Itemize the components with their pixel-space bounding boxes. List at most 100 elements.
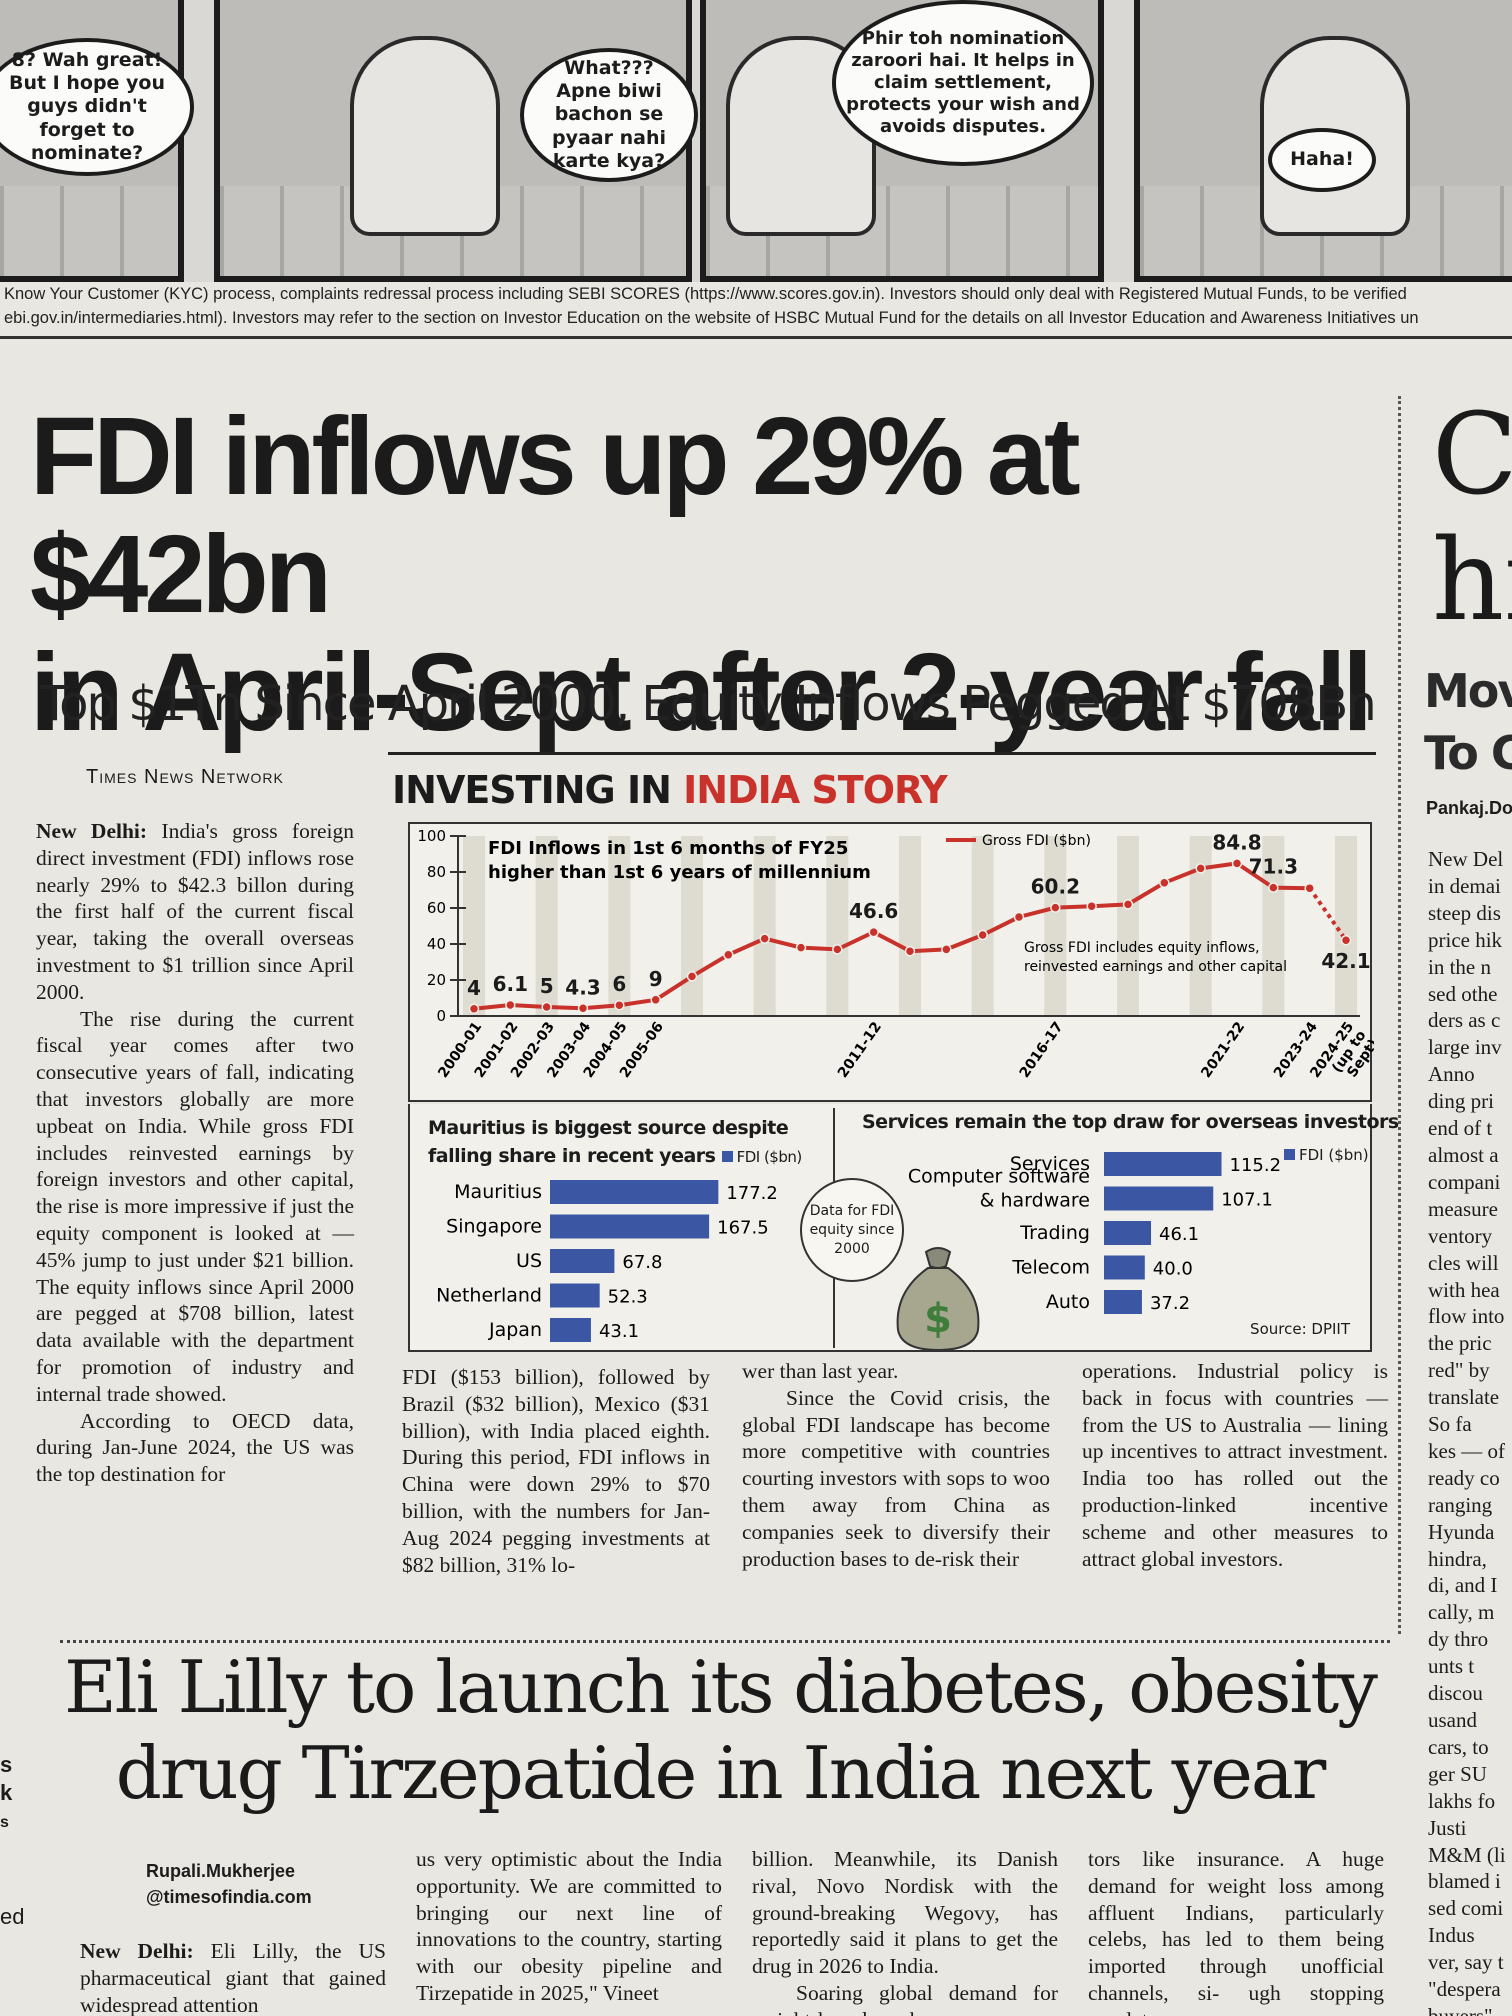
bar-value-label: 40.0 [1153, 1259, 1193, 1280]
paragraph: billion. Meanwhile, its Danish rival, No… [752, 1847, 1058, 1979]
data-point [1195, 863, 1206, 874]
speech-bubble: What??? Apne biwi bachon se pyaar nahi k… [520, 48, 698, 182]
chart-band [971, 836, 994, 1016]
text-line: ders as c [1428, 1008, 1501, 1033]
data-label: 6.1 [493, 972, 528, 996]
text-line: cles will [1428, 1250, 1499, 1275]
speech-bubble: 8? Wah great! But I hope you guys didn't… [0, 38, 194, 176]
chart-note: Gross FDI includes equity inflows, [1024, 940, 1260, 956]
source-credit: Source: DPIIT [1250, 1320, 1350, 1338]
article2-headline: Eli Lilly to launch its diabetes, obesit… [64, 1645, 1378, 1815]
bar [550, 1214, 710, 1239]
data-label: 60.2 [1031, 875, 1080, 899]
line-chart-title: FDI Inflows in 1st 6 months of FY25 [488, 838, 848, 859]
data-point [1050, 902, 1061, 913]
chart-band [463, 836, 485, 1016]
byline-email: @timesofindia.com [146, 1887, 312, 1907]
adjacent-article-text: New Del in demai steep dis price hik in the … [1428, 846, 1512, 2016]
text-line: hindra, [1428, 1546, 1487, 1571]
bar-value-label: 43.1 [599, 1321, 639, 1342]
bar-category-label: Auto [1046, 1291, 1090, 1313]
paragraph: India's gross foreign direct investment … [36, 819, 354, 1004]
text-line: ranging [1428, 1492, 1493, 1517]
chart-band [535, 836, 558, 1016]
text-line: in the n [1428, 954, 1491, 979]
text-line: cally, m [1428, 1600, 1495, 1625]
bar [550, 1249, 615, 1273]
bar [1104, 1290, 1142, 1314]
text-line: So fa [1428, 1412, 1472, 1437]
paragraph: Soaring global demand for weight-loss dr… [752, 1980, 1058, 2016]
data-label: 6 [612, 972, 626, 996]
data-point [1340, 934, 1352, 946]
bar-category-label: Services [1010, 1153, 1090, 1175]
cut-text: s [0, 1814, 9, 1831]
bar-value-label: 115.2 [1230, 1155, 1282, 1176]
y-tick-label: 40 [427, 935, 446, 953]
article2-column-2: us very optimistic about the India oppor… [416, 1846, 722, 2007]
text-line: "despera [1428, 1977, 1501, 2002]
chart-band [1335, 836, 1357, 1016]
text-line: with hea [1428, 1277, 1500, 1302]
text-line: sed comi [1428, 1896, 1504, 1921]
chart-band [1262, 836, 1285, 1016]
x-tick-label: 2016-17 [1017, 1019, 1067, 1081]
data-label: 9 [649, 967, 663, 991]
text-line: compani [1428, 1169, 1501, 1194]
data-point [1304, 882, 1315, 894]
paragraph: us very optimistic about the India oppor… [416, 1847, 722, 2005]
article-column-2: FDI ($153 billion), followed by Brazil (… [402, 1364, 710, 1578]
data-point [468, 1003, 480, 1015]
data-point [1122, 899, 1134, 910]
data-point [541, 1001, 552, 1013]
disclaimer-line: ebi.gov.in/intermediaries.html). Investo… [4, 309, 1419, 327]
text-line: dy thro [1428, 1627, 1489, 1652]
data-point [686, 971, 698, 982]
text-line: M&M (li [1428, 1842, 1506, 1867]
data-point [650, 994, 661, 1006]
text-line: ding pri [1428, 1089, 1494, 1114]
series-line [473, 861, 1310, 1011]
text-line: Indus [1428, 1923, 1475, 1948]
data-point [723, 949, 734, 961]
text-line: ver, say t [1428, 1950, 1504, 1975]
article2-column-1: New Delhi: Eli Lilly, the US pharmaceuti… [80, 1938, 386, 2016]
text-line: steep dis [1428, 900, 1501, 925]
bar-charts: Mauritius 177.2 Singapore 167.5 US 67.8 Nether… [436, 1108, 1282, 1348]
svg-text:2016-17: 2016-17 [1017, 1019, 1067, 1081]
bar [1104, 1152, 1222, 1176]
chart-note: reinvested earnings and other capital [1024, 959, 1287, 975]
bar [1104, 1186, 1214, 1211]
headline-line-1: FDI inflows up 29% at $42bn [30, 395, 1081, 636]
data-label: 4 [467, 976, 481, 1000]
bar-value-label: 177.2 [726, 1183, 778, 1204]
text-line: in demai [1428, 873, 1501, 898]
text-line: lakhs fo [1428, 1788, 1496, 1813]
text-line: buyers" [1428, 2003, 1493, 2016]
chart-band [1117, 836, 1139, 1016]
data-label: 42.1 [1321, 949, 1370, 973]
text-line: ventory [1428, 1223, 1493, 1248]
data-label: 71.3 [1249, 855, 1298, 879]
adjacent-headline: Ca hi [1432, 390, 1512, 646]
paragraph: Eli Lilly, the US pharmaceutical giant t… [80, 1939, 387, 2016]
article-column-3: wer than last year. Since the Covid cris… [742, 1358, 1050, 1572]
article-headline: FDI inflows up 29% at $42bn in April-Sep… [30, 398, 1390, 752]
cut-text: s [0, 1752, 13, 1777]
bar-value-label: 37.2 [1150, 1293, 1190, 1314]
line-chart-box: 0 20 40 60 80 100 4 6.1 5 4.3 6 9 46.6 60.2 84.8 71.3 42… [408, 822, 1374, 1102]
text-line: unts t [1428, 1654, 1475, 1679]
divider [0, 336, 1512, 339]
bar [550, 1283, 600, 1308]
dateline: New Delhi: [80, 1939, 194, 1963]
cut-text: k [0, 1780, 13, 1805]
text-line: end of t [1428, 1116, 1493, 1141]
data-point [759, 933, 770, 944]
mutual-fund-disclaimer: Know Your Customer (KYC) process, compla… [0, 282, 1512, 332]
text-line: almost a [1428, 1142, 1499, 1167]
data-point [795, 942, 807, 953]
text-line: Hyunda [1428, 1519, 1495, 1544]
chart-band [826, 836, 849, 1016]
chart-band [608, 836, 631, 1016]
data-label: 84.8 [1212, 830, 1261, 854]
